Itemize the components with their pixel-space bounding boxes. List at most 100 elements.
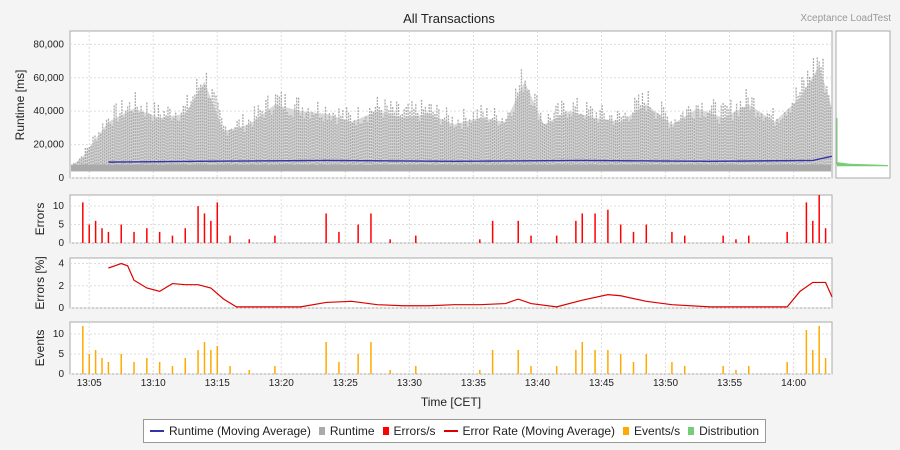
events-bar <box>184 358 187 374</box>
runtime-baseline <box>71 164 831 172</box>
events-bar <box>210 350 212 374</box>
tick-labels: 13:05 13:10 13:15 13:20 13:25 13:30 13:35 13:40… <box>33 39 806 389</box>
events-bar <box>735 370 737 374</box>
events-bar <box>632 362 635 374</box>
runtime-y-tick-label: 80,000 <box>33 39 64 50</box>
events-bar <box>325 342 327 374</box>
error-rate-line <box>108 262 833 308</box>
x-tick-label: 13:05 <box>77 378 102 389</box>
errors-bar <box>325 213 327 243</box>
events-bar <box>479 370 481 374</box>
events-bar <box>671 362 673 374</box>
events-bar <box>491 350 494 374</box>
distribution-plot-area <box>835 30 891 179</box>
errors-bar <box>645 224 648 243</box>
errors-bar <box>824 228 827 243</box>
x-axis-label: Time [CET] <box>421 395 481 409</box>
errors-bar <box>171 235 174 243</box>
events-bar <box>101 358 103 374</box>
errors-bar <box>357 224 359 243</box>
events-bar <box>645 354 648 374</box>
errors-bar <box>107 231 110 243</box>
events-bar <box>619 354 622 374</box>
errors-bar <box>722 235 724 243</box>
x-tick-label: 13:55 <box>717 378 742 389</box>
legend-label: Error Rate (Moving Average) <box>462 424 616 438</box>
legend-swatch <box>382 427 389 435</box>
legend-label: Runtime (Moving Average) <box>169 424 311 438</box>
events-plot-area <box>69 321 833 375</box>
error-rate-series <box>108 262 833 308</box>
events-bar <box>824 358 827 374</box>
errors-bar <box>632 231 635 243</box>
errors-bar <box>786 231 788 243</box>
legend-item: Runtime (Moving Average) <box>150 424 311 438</box>
legend-item: Runtime <box>318 424 375 438</box>
events-bar <box>748 366 750 374</box>
errors-bar <box>82 202 84 243</box>
errors-bar <box>101 228 103 243</box>
legend-label: Distribution <box>699 424 760 438</box>
events-bar <box>94 350 97 374</box>
errors-series <box>82 195 827 243</box>
events-bar <box>575 350 577 374</box>
events-bar <box>389 370 391 374</box>
events-bar <box>171 366 174 374</box>
errors-bar <box>415 235 417 243</box>
chart-title: All Transactions <box>403 11 495 26</box>
runtime-y-tick-label: 20,000 <box>33 140 64 151</box>
x-tick-label: 13:25 <box>333 378 358 389</box>
runtime-y-tick-label: 60,000 <box>33 73 64 84</box>
legend-swatch <box>150 430 164 432</box>
errors-bar <box>370 213 372 243</box>
events-bar <box>82 326 84 374</box>
events-bar <box>88 354 90 374</box>
events-bar <box>805 330 808 374</box>
legend-label: Events/s <box>634 424 681 438</box>
events-bar <box>555 366 558 374</box>
x-tick-label: 13:10 <box>141 378 166 389</box>
x-tick-label: 13:35 <box>461 378 486 389</box>
events-series <box>82 326 827 374</box>
events-bar <box>370 342 372 374</box>
error-rate-plot-area <box>69 257 833 309</box>
errors-bar <box>479 239 481 243</box>
x-tick-label: 14:00 <box>781 378 806 389</box>
errors-bar <box>555 235 558 243</box>
errors-bar <box>607 209 609 243</box>
legend-label: Runtime <box>329 424 375 438</box>
error_rate-y-tick-label: 4 <box>58 259 64 270</box>
errors-y-tick-label: 0 <box>58 238 64 249</box>
errors-bar <box>491 220 494 243</box>
errors-bar <box>581 213 584 243</box>
events-bar <box>581 342 584 374</box>
events-bar <box>107 362 110 374</box>
legend-swatch <box>318 427 325 435</box>
runtime-y-tick-label: 0 <box>58 173 64 184</box>
x-tick-label: 13:45 <box>589 378 614 389</box>
events-bar <box>415 366 417 374</box>
events-bar <box>338 362 340 374</box>
events-bar <box>607 350 609 374</box>
errors-bar <box>517 220 519 243</box>
errors-bar <box>229 235 231 243</box>
errors-bar <box>805 202 808 243</box>
errors-bar <box>184 228 187 243</box>
x-tick-label: 13:20 <box>269 378 294 389</box>
errors-bar <box>818 195 820 243</box>
events-y-tick-label: 10 <box>53 329 65 340</box>
events-bar <box>683 366 686 374</box>
x-tick-label: 13:50 <box>653 378 678 389</box>
events-bar <box>818 326 820 374</box>
errors-bar <box>158 231 161 243</box>
legend-item: Errors/s <box>382 424 436 438</box>
legend-item: Distribution <box>688 424 759 438</box>
events-y-tick-label: 0 <box>58 369 64 380</box>
events-bar <box>722 366 724 374</box>
legend-item: Events/s <box>623 424 680 438</box>
events-bar <box>158 362 161 374</box>
error_rate-y-tick-label: 0 <box>58 303 64 314</box>
distribution-shape <box>837 162 888 167</box>
legend-swatch <box>623 427 630 435</box>
